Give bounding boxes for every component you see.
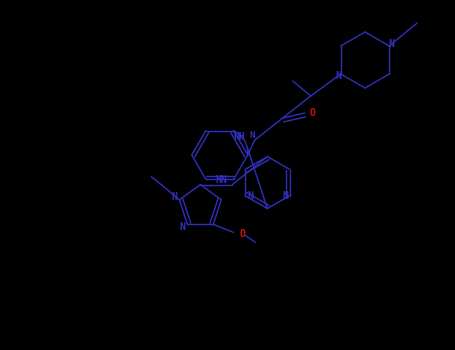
- Text: O: O: [310, 108, 316, 118]
- Text: N: N: [282, 190, 288, 201]
- Text: N: N: [179, 222, 185, 232]
- Text: N: N: [250, 131, 255, 140]
- Text: NH: NH: [233, 132, 245, 142]
- Text: HN: HN: [216, 175, 228, 184]
- Text: O: O: [239, 229, 245, 239]
- Text: N: N: [336, 71, 342, 81]
- Text: N: N: [247, 190, 253, 201]
- Text: N: N: [388, 39, 394, 49]
- Text: N: N: [172, 192, 177, 202]
